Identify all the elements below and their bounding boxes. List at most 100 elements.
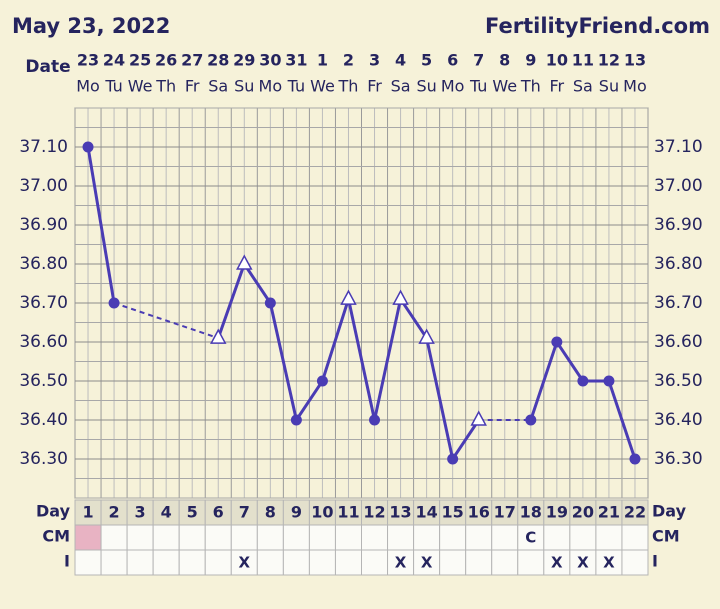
y-tick-label: 36.60 [19, 332, 68, 352]
date-label: 3 [369, 51, 380, 70]
gap-line [113, 302, 219, 340]
table-cell [308, 549, 336, 576]
weekday-label: Tu [469, 77, 487, 96]
point [108, 297, 120, 309]
table-cell [569, 524, 597, 551]
date-label: 8 [499, 51, 510, 70]
y-tick-label-right: 37.10 [654, 137, 703, 157]
site-name: FertilityFriend.com [485, 14, 710, 38]
table-cell [569, 549, 597, 576]
date-label: 23 [77, 51, 99, 70]
y-tick-label: 36.30 [19, 449, 68, 469]
date-label: 30 [259, 51, 281, 70]
day-label: 22 [624, 503, 646, 522]
day-label: 2 [108, 503, 119, 522]
temp-line [86, 146, 116, 304]
day-label: 12 [363, 503, 385, 522]
weekday-label: Su [599, 77, 619, 96]
table-cell [152, 549, 180, 576]
date-label: 6 [447, 51, 458, 70]
y-tick-label-right: 36.70 [654, 293, 703, 313]
weekday-label: Th [520, 77, 541, 96]
weekday-label: Mo [76, 77, 100, 96]
point [551, 336, 563, 348]
point-triangle [340, 289, 357, 305]
day-label: 11 [337, 503, 359, 522]
table-cell [491, 499, 519, 526]
date-label: 29 [233, 51, 255, 70]
table-cell [439, 524, 467, 551]
y-tick-label-right: 36.50 [654, 371, 703, 391]
weekday-label: Mo [259, 77, 283, 96]
table-cell [178, 524, 206, 551]
y-tick-label: 36.80 [19, 254, 68, 274]
y-tick-label-right: 37.00 [654, 176, 703, 196]
point-triangle [236, 254, 253, 270]
table-cell [282, 549, 310, 576]
table-cell [100, 499, 128, 526]
date-label: 5 [421, 51, 432, 70]
table-cell [334, 524, 363, 551]
row-label: I [64, 552, 70, 571]
table-cell [100, 524, 128, 551]
y-tick-label: 37.00 [19, 176, 68, 196]
table-cell [413, 549, 441, 576]
date-label: 11 [572, 51, 594, 70]
table-cell [308, 499, 336, 526]
table-cell [517, 524, 545, 551]
point [316, 375, 328, 387]
point [82, 141, 94, 153]
weekday-label: Fr [185, 77, 200, 96]
weekday-label: Th [338, 77, 359, 96]
point [603, 375, 615, 387]
point [369, 414, 381, 426]
table-cell [204, 549, 232, 576]
day-label: 21 [598, 503, 620, 522]
date-label: 10 [546, 51, 568, 70]
y-tick-label-right: 36.40 [654, 410, 703, 430]
weekday-label: Th [155, 77, 176, 96]
table-cell [282, 524, 310, 551]
day-label: 17 [494, 503, 516, 522]
weekday-label: We [492, 77, 517, 96]
point-triangle [392, 289, 409, 305]
point-triangle [418, 328, 435, 344]
table-cell [543, 549, 571, 576]
date-label: 13 [624, 51, 646, 70]
date-label: 9 [525, 51, 536, 70]
table-cell [256, 499, 284, 526]
table-cell [439, 549, 467, 576]
y-tick-label: 37.10 [19, 137, 68, 157]
table-cell [152, 499, 180, 526]
table-cell [74, 549, 102, 576]
table-cell [204, 524, 232, 551]
day-label: 15 [442, 503, 464, 522]
weekday-label: Mo [441, 77, 465, 96]
point-triangle [470, 410, 487, 426]
day-label: 6 [213, 503, 224, 522]
intercourse-value: X [551, 554, 563, 572]
date-label: 4 [395, 51, 406, 70]
table-cell [230, 524, 258, 551]
row-label-right: I [652, 552, 658, 571]
day-label: 8 [265, 503, 276, 522]
point [290, 414, 302, 426]
table-cell [491, 549, 519, 576]
weekday-label: Sa [391, 77, 411, 96]
weekday-label: Tu [104, 77, 122, 96]
day-label: 14 [415, 503, 437, 522]
y-tick-label-right: 36.60 [654, 332, 703, 352]
table-cell [126, 549, 154, 576]
day-label: 18 [520, 503, 542, 522]
table-cell [126, 524, 154, 551]
intercourse-value: X [603, 554, 615, 572]
y-tick-label: 36.50 [19, 371, 68, 391]
date-label: 1 [317, 51, 328, 70]
point [577, 375, 589, 387]
row-label: CM [42, 527, 70, 546]
table-cell [74, 499, 102, 526]
table-cell [413, 524, 441, 551]
weekday-label: Su [416, 77, 436, 96]
y-tick-label-right: 36.80 [654, 254, 703, 274]
